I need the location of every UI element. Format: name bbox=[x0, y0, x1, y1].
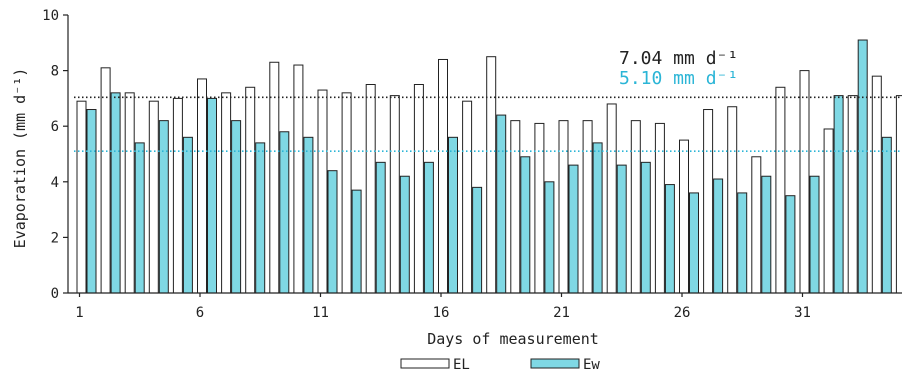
bar-el-day-7 bbox=[221, 92, 232, 294]
bar-el-day-4 bbox=[148, 100, 159, 294]
bar-el-day-31 bbox=[799, 70, 810, 294]
bar-ew-day-14 bbox=[399, 175, 410, 294]
bar-ew-day-4 bbox=[158, 120, 169, 294]
bar-ew-day-33 bbox=[857, 39, 868, 294]
mean-label-0: 7.04 mm d⁻¹ bbox=[619, 48, 738, 69]
bars-group bbox=[76, 39, 902, 294]
bar-ew-day-10 bbox=[303, 136, 314, 294]
legend-swatch-ew bbox=[530, 358, 580, 369]
bar-el-day-12 bbox=[341, 92, 352, 294]
x-axis-label: Days of measurement bbox=[427, 330, 599, 348]
bar-ew-day-24 bbox=[640, 161, 651, 294]
bar-el-day-3 bbox=[124, 92, 135, 294]
bar-ew-day-17 bbox=[472, 186, 483, 294]
bar-ew-day-8 bbox=[255, 142, 266, 294]
bar-el-day-19 bbox=[510, 120, 521, 294]
y-axis-label: Evaporation (mm d⁻¹) bbox=[11, 68, 29, 249]
y-tick-label: 10 bbox=[42, 8, 59, 24]
bar-ew-day-31 bbox=[809, 175, 820, 294]
bar-ew-day-26 bbox=[689, 192, 699, 294]
y-tick-label: 6 bbox=[51, 119, 59, 135]
bar-ew-day-12 bbox=[351, 189, 362, 294]
bar-el-day-1 bbox=[76, 100, 87, 294]
bar-ew-day-23 bbox=[616, 164, 627, 294]
bar-ew-day-15 bbox=[423, 161, 434, 294]
bar-ew-day-5 bbox=[182, 136, 193, 294]
legend-swatch-el bbox=[400, 358, 450, 369]
bar-el-day-34 bbox=[871, 75, 882, 294]
bar-ew-day-34 bbox=[881, 136, 892, 294]
bar-el-day-29 bbox=[751, 156, 762, 294]
bar-el-day-18 bbox=[486, 56, 497, 294]
bar-el-day-23 bbox=[606, 103, 617, 294]
bar-el-day-2 bbox=[100, 67, 111, 294]
legend-label-ew: Ew bbox=[583, 357, 600, 373]
bar-el-day-16 bbox=[438, 58, 448, 294]
bar-el-day-5 bbox=[172, 97, 183, 294]
bar-el-day-11 bbox=[317, 89, 328, 294]
y-tick-label: 2 bbox=[51, 230, 59, 246]
bar-ew-day-30 bbox=[785, 195, 796, 294]
bar-el-day-21 bbox=[558, 120, 569, 294]
axes bbox=[63, 14, 902, 297]
bar-el-day-10 bbox=[293, 64, 304, 294]
bar-el-day-22 bbox=[582, 120, 593, 294]
bar-ew-day-11 bbox=[327, 170, 338, 294]
bar-el-day-35 bbox=[895, 95, 902, 294]
bar-ew-day-13 bbox=[375, 161, 386, 294]
bar-ew-day-27 bbox=[713, 178, 724, 294]
bar-el-day-13 bbox=[365, 84, 376, 294]
x-tick-label: 6 bbox=[196, 305, 204, 321]
bar-el-day-6 bbox=[197, 78, 207, 294]
bar-el-day-24 bbox=[630, 120, 641, 294]
x-tick-label: 21 bbox=[553, 305, 570, 321]
bar-ew-day-2 bbox=[110, 92, 121, 294]
mean-label-1: 5.10 mm d⁻¹ bbox=[619, 68, 738, 89]
y-tick-label: 4 bbox=[51, 175, 59, 191]
legend: EL Ew bbox=[400, 357, 600, 373]
bar-ew-day-1 bbox=[86, 109, 97, 294]
bar-el-day-14 bbox=[389, 95, 400, 294]
bar-el-day-28 bbox=[727, 106, 738, 294]
x-tick-label: 26 bbox=[674, 305, 691, 321]
x-tick-label: 16 bbox=[433, 305, 450, 321]
x-tick-label: 1 bbox=[75, 305, 83, 321]
bar-ew-day-19 bbox=[520, 156, 531, 294]
bar-el-day-33 bbox=[847, 95, 858, 294]
bar-ew-day-3 bbox=[134, 142, 145, 294]
bar-el-day-17 bbox=[462, 100, 473, 294]
bar-el-day-20 bbox=[534, 122, 545, 294]
y-tick-label: 8 bbox=[51, 64, 59, 80]
bar-ew-day-18 bbox=[496, 114, 507, 294]
bar-ew-day-32 bbox=[833, 95, 844, 294]
bar-el-day-8 bbox=[245, 86, 256, 294]
bar-ew-day-9 bbox=[279, 131, 290, 294]
bar-ew-day-6 bbox=[207, 97, 217, 294]
bar-ew-day-22 bbox=[592, 142, 603, 294]
bar-ew-day-28 bbox=[737, 192, 748, 294]
bar-el-day-15 bbox=[413, 84, 424, 294]
bar-ew-day-16 bbox=[448, 136, 458, 294]
x-tick-label: 31 bbox=[794, 305, 811, 321]
bar-ew-day-25 bbox=[664, 184, 675, 294]
bar-el-day-26 bbox=[679, 139, 689, 294]
bar-ew-day-29 bbox=[761, 175, 772, 294]
bar-ew-day-21 bbox=[568, 164, 579, 294]
x-tick-label: 11 bbox=[312, 305, 329, 321]
legend-label-el: EL bbox=[453, 357, 470, 373]
bar-el-day-32 bbox=[823, 128, 834, 294]
bar-el-day-25 bbox=[654, 122, 665, 294]
y-tick-label: 0 bbox=[51, 286, 59, 302]
bar-el-day-30 bbox=[775, 86, 786, 294]
bar-ew-day-20 bbox=[544, 181, 555, 294]
bar-ew-day-7 bbox=[231, 120, 242, 294]
bar-el-day-27 bbox=[703, 109, 714, 294]
mean-annotations: 7.04 mm d⁻¹5.10 mm d⁻¹ bbox=[619, 48, 738, 89]
